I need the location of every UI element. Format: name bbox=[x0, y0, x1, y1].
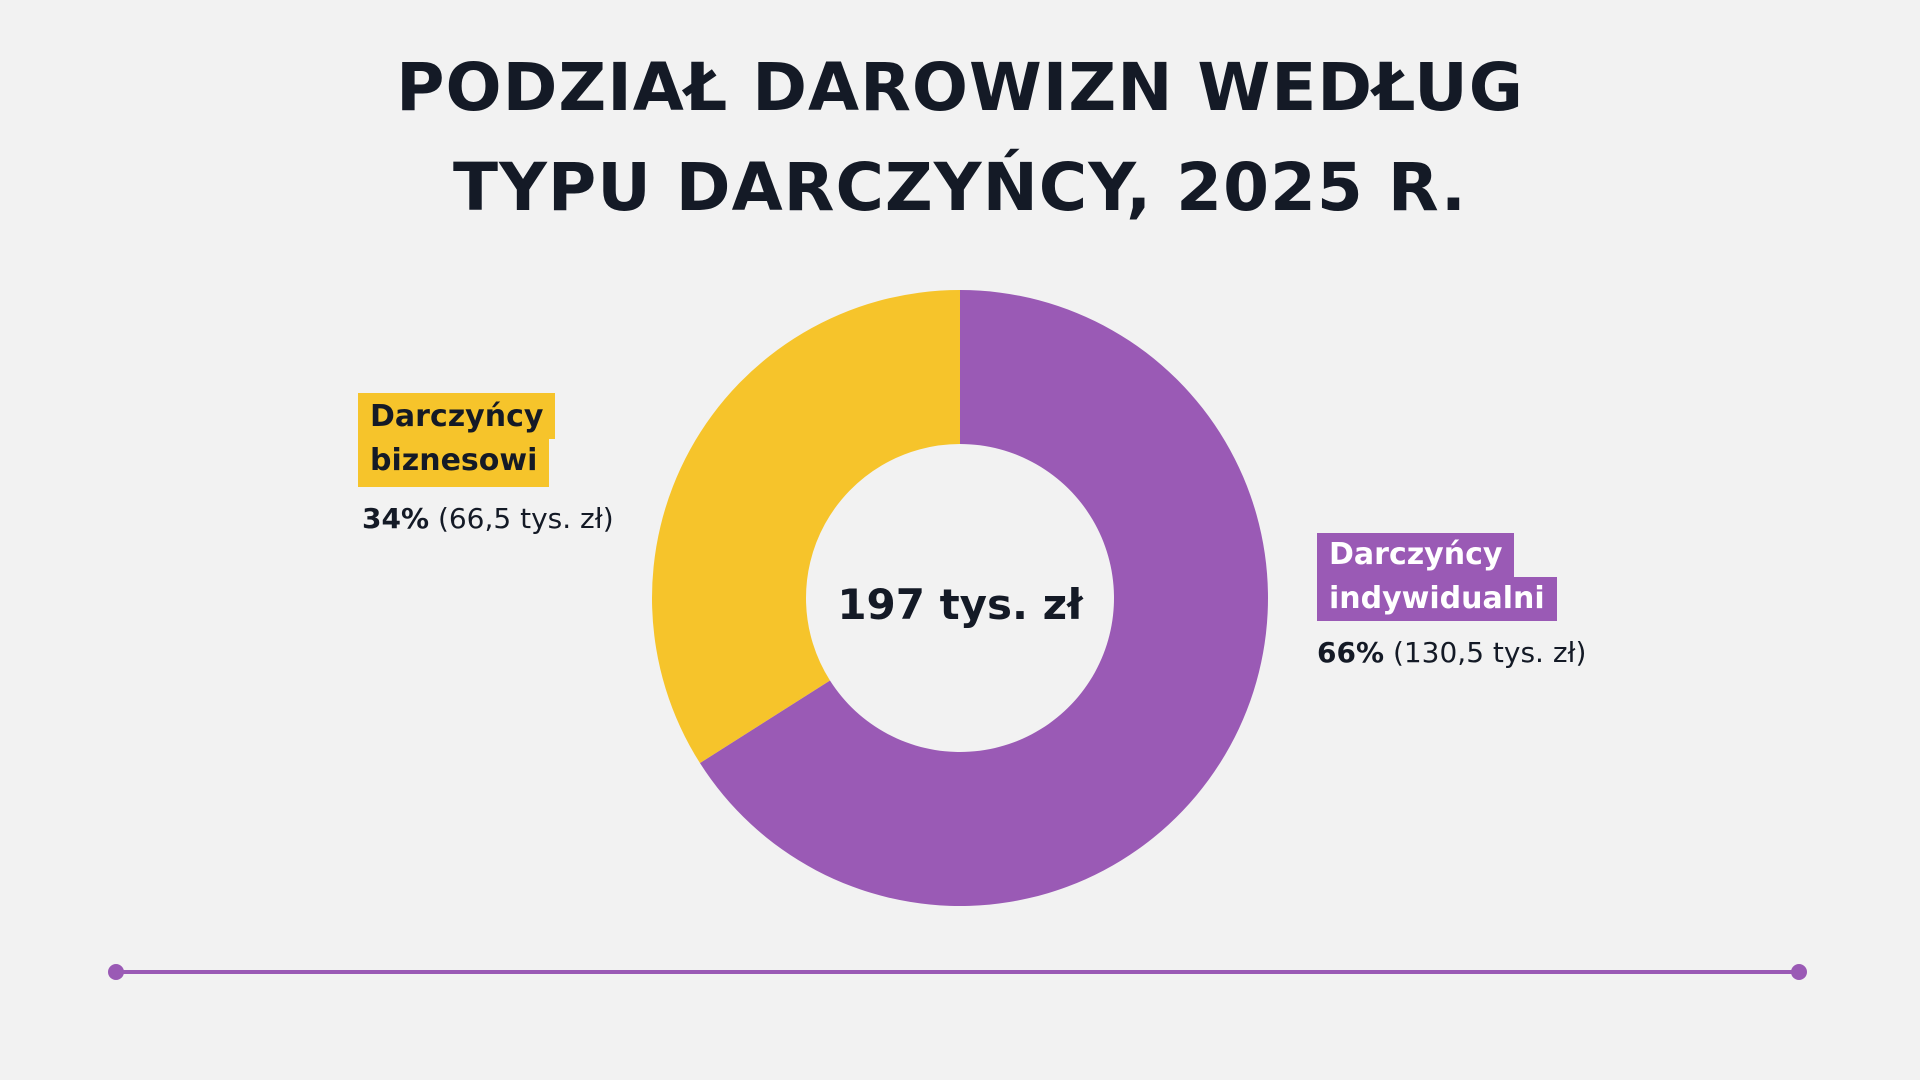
slice-amount-individual: (130,5 tys. zł) bbox=[1392, 636, 1587, 669]
chart-title-line-1: PODZIAŁ DAROWIZN WEDŁUG bbox=[396, 49, 1524, 126]
slice-label-business-line-1: Darczyńcy bbox=[358, 393, 556, 439]
chart-title-line-2: TYPU DARCZYŃCY, 2025 R. bbox=[453, 149, 1467, 226]
slice-percent-business: 34% bbox=[362, 502, 430, 535]
slice-label-individual-line-2: indywidualni bbox=[1317, 577, 1557, 621]
slice-amount-business: (66,5 tys. zł) bbox=[437, 502, 614, 535]
footer-divider-dot-right bbox=[1791, 964, 1807, 980]
donut-center-total: 197 tys. zł bbox=[837, 580, 1083, 629]
donut-slice-business bbox=[652, 290, 960, 764]
slice-value-business: 34% (66,5 tys. zł) bbox=[362, 501, 614, 537]
slice-label-individual-line-1: Darczyńcy bbox=[1317, 533, 1515, 577]
chart-title: PODZIAŁ DAROWIZN WEDŁUG TYPU DARCZYŃCY, … bbox=[0, 38, 1920, 238]
slice-percent-individual: 66% bbox=[1317, 636, 1385, 669]
slice-value-individual: 66% (130,5 tys. zł) bbox=[1317, 635, 1586, 671]
label-individual-donors: Darczyńcy indywidualni 66% (130,5 tys. z… bbox=[1317, 533, 1586, 671]
footer-divider-dot-left bbox=[108, 964, 124, 980]
donut-slice-individual bbox=[699, 290, 1268, 906]
label-business-donors: Darczyńcy biznesowi 34% (66,5 tys. zł) bbox=[358, 393, 614, 537]
slice-label-business-line-2: biznesowi bbox=[358, 439, 550, 487]
